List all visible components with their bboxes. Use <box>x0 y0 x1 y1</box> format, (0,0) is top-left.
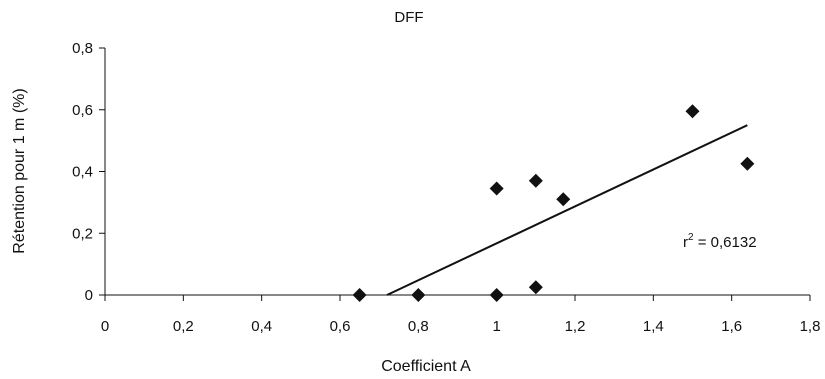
data-point <box>411 288 426 302</box>
x-tick-label: 0,2 <box>173 318 194 335</box>
x-tick-label: 1,6 <box>721 318 742 335</box>
data-point <box>489 181 504 196</box>
y-tick-label: 0,8 <box>72 40 93 57</box>
x-tick-label: 0,6 <box>330 318 351 335</box>
data-point <box>489 288 504 302</box>
x-tick-label: 1,4 <box>643 318 664 335</box>
y-tick-label: 0,4 <box>72 164 93 181</box>
trendline <box>386 124 748 296</box>
data-point <box>556 192 571 207</box>
r-squared-base: r <box>683 234 688 251</box>
y-axis-title: Rétention pour 1 m (%) <box>11 88 28 253</box>
data-point <box>528 173 543 188</box>
data-point <box>528 280 543 295</box>
x-tick-label: 0,8 <box>408 318 429 335</box>
chart-title: DFF <box>394 9 423 26</box>
y-tick-label: 0,6 <box>72 102 93 119</box>
x-tick-label: 0 <box>101 318 109 335</box>
r-squared-superscript: 2 <box>688 232 694 243</box>
x-tick-label: 0,4 <box>251 318 272 335</box>
y-tick-label: 0 <box>85 287 93 304</box>
tick-labels: 0 0,2 0,4 0,6 0,8 0 0,2 0,4 0,6 0,8 1 1,2 1,4 1,6 1,8 <box>72 40 820 335</box>
x-tick-label: 1 <box>492 318 500 335</box>
r-squared-value: = 0,6132 <box>694 234 757 251</box>
y-tick-label: 0,2 <box>72 225 93 242</box>
x-axis-title: Coefficient A <box>381 358 471 375</box>
trendline-group <box>386 124 748 296</box>
data-point <box>685 104 700 119</box>
data-point <box>740 156 755 171</box>
data-point <box>352 288 367 302</box>
r-squared-annotation: r2 = 0,6132 <box>683 232 757 251</box>
x-tick-label: 1,8 <box>800 318 821 335</box>
x-tick-label: 1,2 <box>565 318 586 335</box>
data-points <box>352 104 755 302</box>
